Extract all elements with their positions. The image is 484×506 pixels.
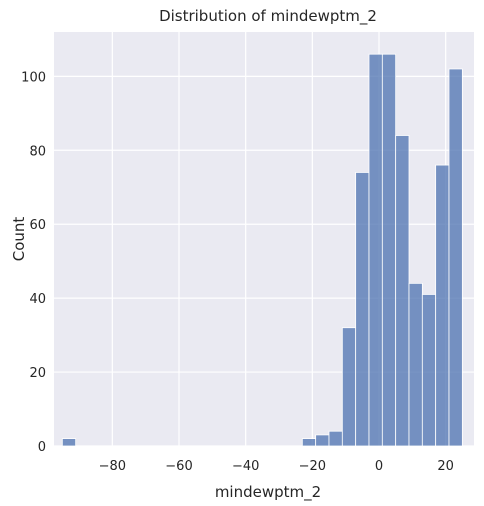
histogram-bar-28 [435, 164, 450, 447]
x-tick-labels: −80 −60 −40 −20 0 20 [99, 459, 454, 474]
histogram-bar-18 [301, 438, 317, 447]
histogram-bar-19 [315, 434, 330, 447]
histogram-bar-23 [368, 53, 383, 447]
y-tick-labels: 0 20 40 60 80 100 [21, 70, 46, 455]
x-axis-label: mindewptm_2 [215, 483, 321, 502]
histogram-bar-22 [355, 172, 370, 447]
histogram-bar-26 [408, 282, 423, 447]
y-tick-label: 60 [29, 218, 46, 233]
y-axis-label: Count [10, 217, 28, 262]
y-tick-label: 40 [29, 292, 46, 307]
x-tick-label: −60 [165, 459, 192, 474]
y-tick-label: 0 [38, 440, 46, 455]
y-tick-label: 80 [29, 144, 46, 159]
x-tick-label: −40 [232, 459, 259, 474]
histogram-bar-24 [381, 53, 397, 447]
histogram-bar-20 [328, 430, 343, 447]
x-tick-label: 0 [375, 459, 383, 474]
histogram-bar-0 [61, 438, 77, 447]
histogram-bar-29 [448, 68, 463, 447]
histogram-bar-21 [341, 327, 357, 447]
y-tick-label: 100 [21, 70, 46, 85]
chart-title: Distribution of mindewptm_2 [159, 7, 377, 26]
x-tick-label: 20 [437, 459, 454, 474]
x-tick-label: −80 [99, 459, 126, 474]
histogram-bar-27 [421, 294, 437, 447]
x-tick-label: −20 [299, 459, 326, 474]
y-tick-label: 20 [29, 366, 46, 381]
histogram-bar-25 [395, 135, 410, 447]
histogram-bars [61, 53, 463, 447]
